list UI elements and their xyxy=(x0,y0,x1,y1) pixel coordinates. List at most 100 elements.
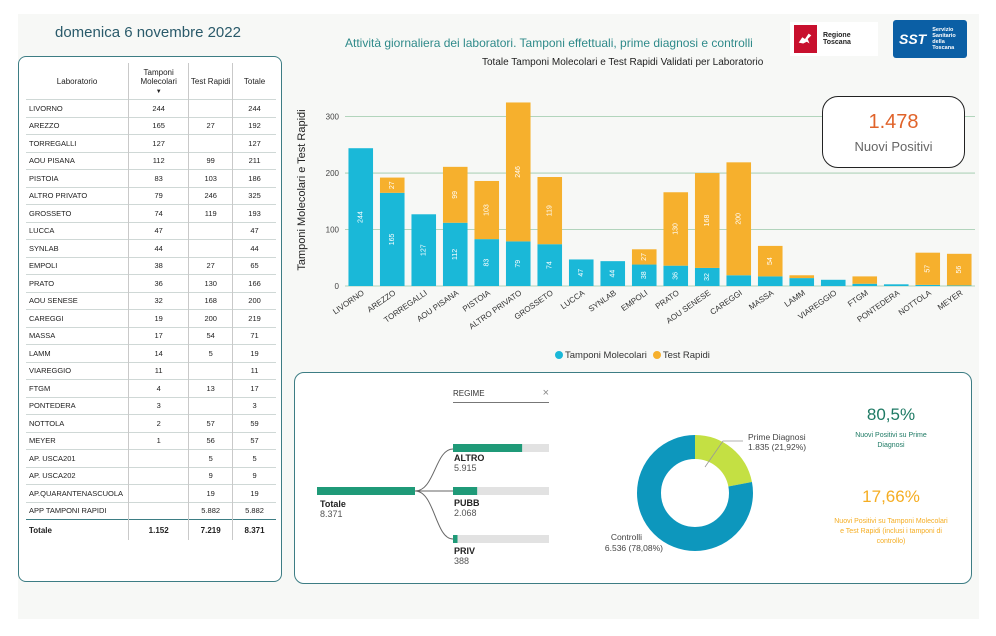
x-tick-label: MASSA xyxy=(747,288,776,312)
col-header-totale[interactable]: Totale xyxy=(243,76,266,86)
tree-bar-total[interactable] xyxy=(317,487,415,495)
bar-molecolari[interactable] xyxy=(631,264,657,286)
cell-lab: AOU PISANA xyxy=(26,151,130,170)
cell-rapidi xyxy=(188,239,234,257)
legend-item-molecolari[interactable]: Tamponi Molecolari xyxy=(555,350,647,361)
table-row[interactable]: LIVORNO 244 244 xyxy=(26,99,276,117)
table-row[interactable]: NOTTOLA 2 57 59 xyxy=(26,414,276,432)
bar-molecolari[interactable] xyxy=(568,259,594,286)
bar-molecolari[interactable] xyxy=(883,284,909,286)
table-row[interactable]: PISTOIA 83 103 186 xyxy=(26,169,276,187)
bar-rapidi[interactable] xyxy=(789,275,815,279)
table-row[interactable]: CAREGGI 19 200 219 xyxy=(26,309,276,327)
bar-molecolari[interactable] xyxy=(757,276,783,286)
bar-rapidi[interactable] xyxy=(663,192,689,266)
bar-rapidi[interactable] xyxy=(757,245,783,277)
cell-totale: 9 xyxy=(232,466,276,485)
bar-molecolari[interactable] xyxy=(915,284,941,286)
bar-rapidi[interactable] xyxy=(915,252,941,285)
bar-molecolari[interactable] xyxy=(411,214,437,286)
cell-totale: 19 xyxy=(232,484,276,502)
bar-molecolari[interactable] xyxy=(946,285,972,286)
col-header-rapidi[interactable]: Test Rapidi xyxy=(188,63,234,100)
tree-node-total: Totale 8.371 xyxy=(320,499,346,519)
prime-diagnosi-label: Prime Diagnosi xyxy=(748,432,806,442)
table-row[interactable]: PRATO 36 130 166 xyxy=(26,274,276,292)
donut-slice-controlli[interactable] xyxy=(637,435,753,551)
table-row[interactable]: LAMM 14 5 19 xyxy=(26,344,276,362)
col-header-lab[interactable]: Laboratorio xyxy=(26,63,130,100)
bar-rapidi[interactable] xyxy=(694,173,720,268)
bar-molecolari[interactable] xyxy=(348,148,374,286)
bar-rapidi[interactable] xyxy=(726,162,752,276)
bar-rapidi[interactable] xyxy=(379,177,405,193)
close-icon[interactable]: × xyxy=(542,387,549,399)
decomposition-tree xyxy=(317,444,549,543)
cell-totale: 200 xyxy=(232,291,276,310)
cell-rapidi xyxy=(188,134,234,152)
regime-filter[interactable]: REGIME × xyxy=(453,387,549,403)
cell-lab: EMPOLI xyxy=(26,256,130,275)
table-row[interactable]: ALTRO PRIVATO 79 246 325 xyxy=(26,186,276,205)
bar-molecolari[interactable] xyxy=(852,283,878,286)
pct-tamponi: 17,66% xyxy=(862,487,920,506)
bar-molecolari[interactable] xyxy=(789,278,815,286)
table-row[interactable]: MASSA 17 54 71 xyxy=(26,326,276,345)
bar-rapidi[interactable] xyxy=(505,102,531,242)
bar-rapidi[interactable] xyxy=(852,276,878,284)
tree-bar-pubb[interactable] xyxy=(453,487,478,495)
bar-label-molecolari: 44 xyxy=(610,270,617,278)
cell-rapidi xyxy=(188,396,234,415)
bar-label-rapidi: 56 xyxy=(956,266,963,274)
bar-molecolari[interactable] xyxy=(726,275,752,286)
table-row[interactable]: GROSSETO 74 119 193 xyxy=(26,204,276,222)
table-row[interactable]: PONTEDERA 3 3 xyxy=(26,396,276,415)
table-row[interactable]: AOU PISANA 112 99 211 xyxy=(26,151,276,170)
bar-molecolari[interactable] xyxy=(474,239,500,286)
bar-label-molecolari: 79 xyxy=(515,260,522,268)
bar-molecolari[interactable] xyxy=(505,241,531,286)
col-header-molecolari[interactable]: Tamponi Molecolari ▼ xyxy=(128,63,190,100)
cell-lab: TORREGALLI xyxy=(26,134,130,152)
x-tick-label: LUCCA xyxy=(559,288,587,311)
table-row[interactable]: APP TAMPONI RAPIDI 5.882 5.882 xyxy=(26,501,276,520)
cell-molecolari: 127 xyxy=(128,134,190,152)
bar-molecolari[interactable] xyxy=(820,279,846,286)
bar-rapidi[interactable] xyxy=(946,253,972,286)
bar-rapidi[interactable] xyxy=(442,166,468,223)
table-row[interactable]: FTGM 4 13 17 xyxy=(26,379,276,397)
cell-molecolari: 2 xyxy=(128,414,190,432)
bar-molecolari[interactable] xyxy=(442,222,468,286)
bar-molecolari[interactable] xyxy=(379,192,405,286)
bar-rapidi[interactable] xyxy=(474,180,500,240)
bar-label-molecolari: 74 xyxy=(547,261,554,269)
legend-item-rapidi[interactable]: Test Rapidi xyxy=(652,350,710,361)
pct-tamponi-desc: Nuovi Positivi su Tamponi Molecolari e T… xyxy=(834,518,948,545)
bar-molecolari[interactable] xyxy=(537,244,563,286)
legend-dot-rapidi xyxy=(652,351,661,359)
table-row[interactable]: AP. USCA202 9 9 xyxy=(26,466,276,485)
table-row[interactable]: AP.QUARANTENASCUOLA 19 19 xyxy=(26,484,276,502)
table-row[interactable]: AOU SENESE 32 168 200 xyxy=(26,291,276,310)
bar-molecolari[interactable] xyxy=(663,265,689,286)
bar-label-molecolari: 127 xyxy=(421,244,428,256)
table-row[interactable]: LUCCA 47 47 xyxy=(26,221,276,240)
cell-lab: AP.QUARANTENASCUOLA xyxy=(26,484,130,502)
bar-molecolari[interactable] xyxy=(694,267,720,286)
bar-rapidi[interactable] xyxy=(631,249,657,265)
col-header-molecolari-label: Tamponi Molecolari xyxy=(140,67,177,86)
table-row[interactable]: EMPOLI 38 27 65 xyxy=(26,256,276,275)
donut-chart xyxy=(637,435,753,551)
table-row[interactable]: TORREGALLI 127 127 xyxy=(26,134,276,152)
table-row[interactable]: AP. USCA201 5 5 xyxy=(26,449,276,467)
bar-molecolari[interactable] xyxy=(600,261,626,286)
new-positives-card: 1.478 Nuovi Positivi xyxy=(822,96,965,168)
tree-bar-priv[interactable] xyxy=(453,535,458,543)
bar-rapidi[interactable] xyxy=(537,177,563,245)
tree-bar-altro[interactable] xyxy=(453,444,523,452)
table-row[interactable]: MEYER 1 56 57 xyxy=(26,431,276,450)
table-row[interactable]: AREZZO 165 27 192 xyxy=(26,116,276,135)
table-row[interactable]: VIAREGGIO 11 11 xyxy=(26,361,276,380)
table-row[interactable]: SYNLAB 44 44 xyxy=(26,239,276,257)
cell-rapidi: 103 xyxy=(188,169,234,187)
